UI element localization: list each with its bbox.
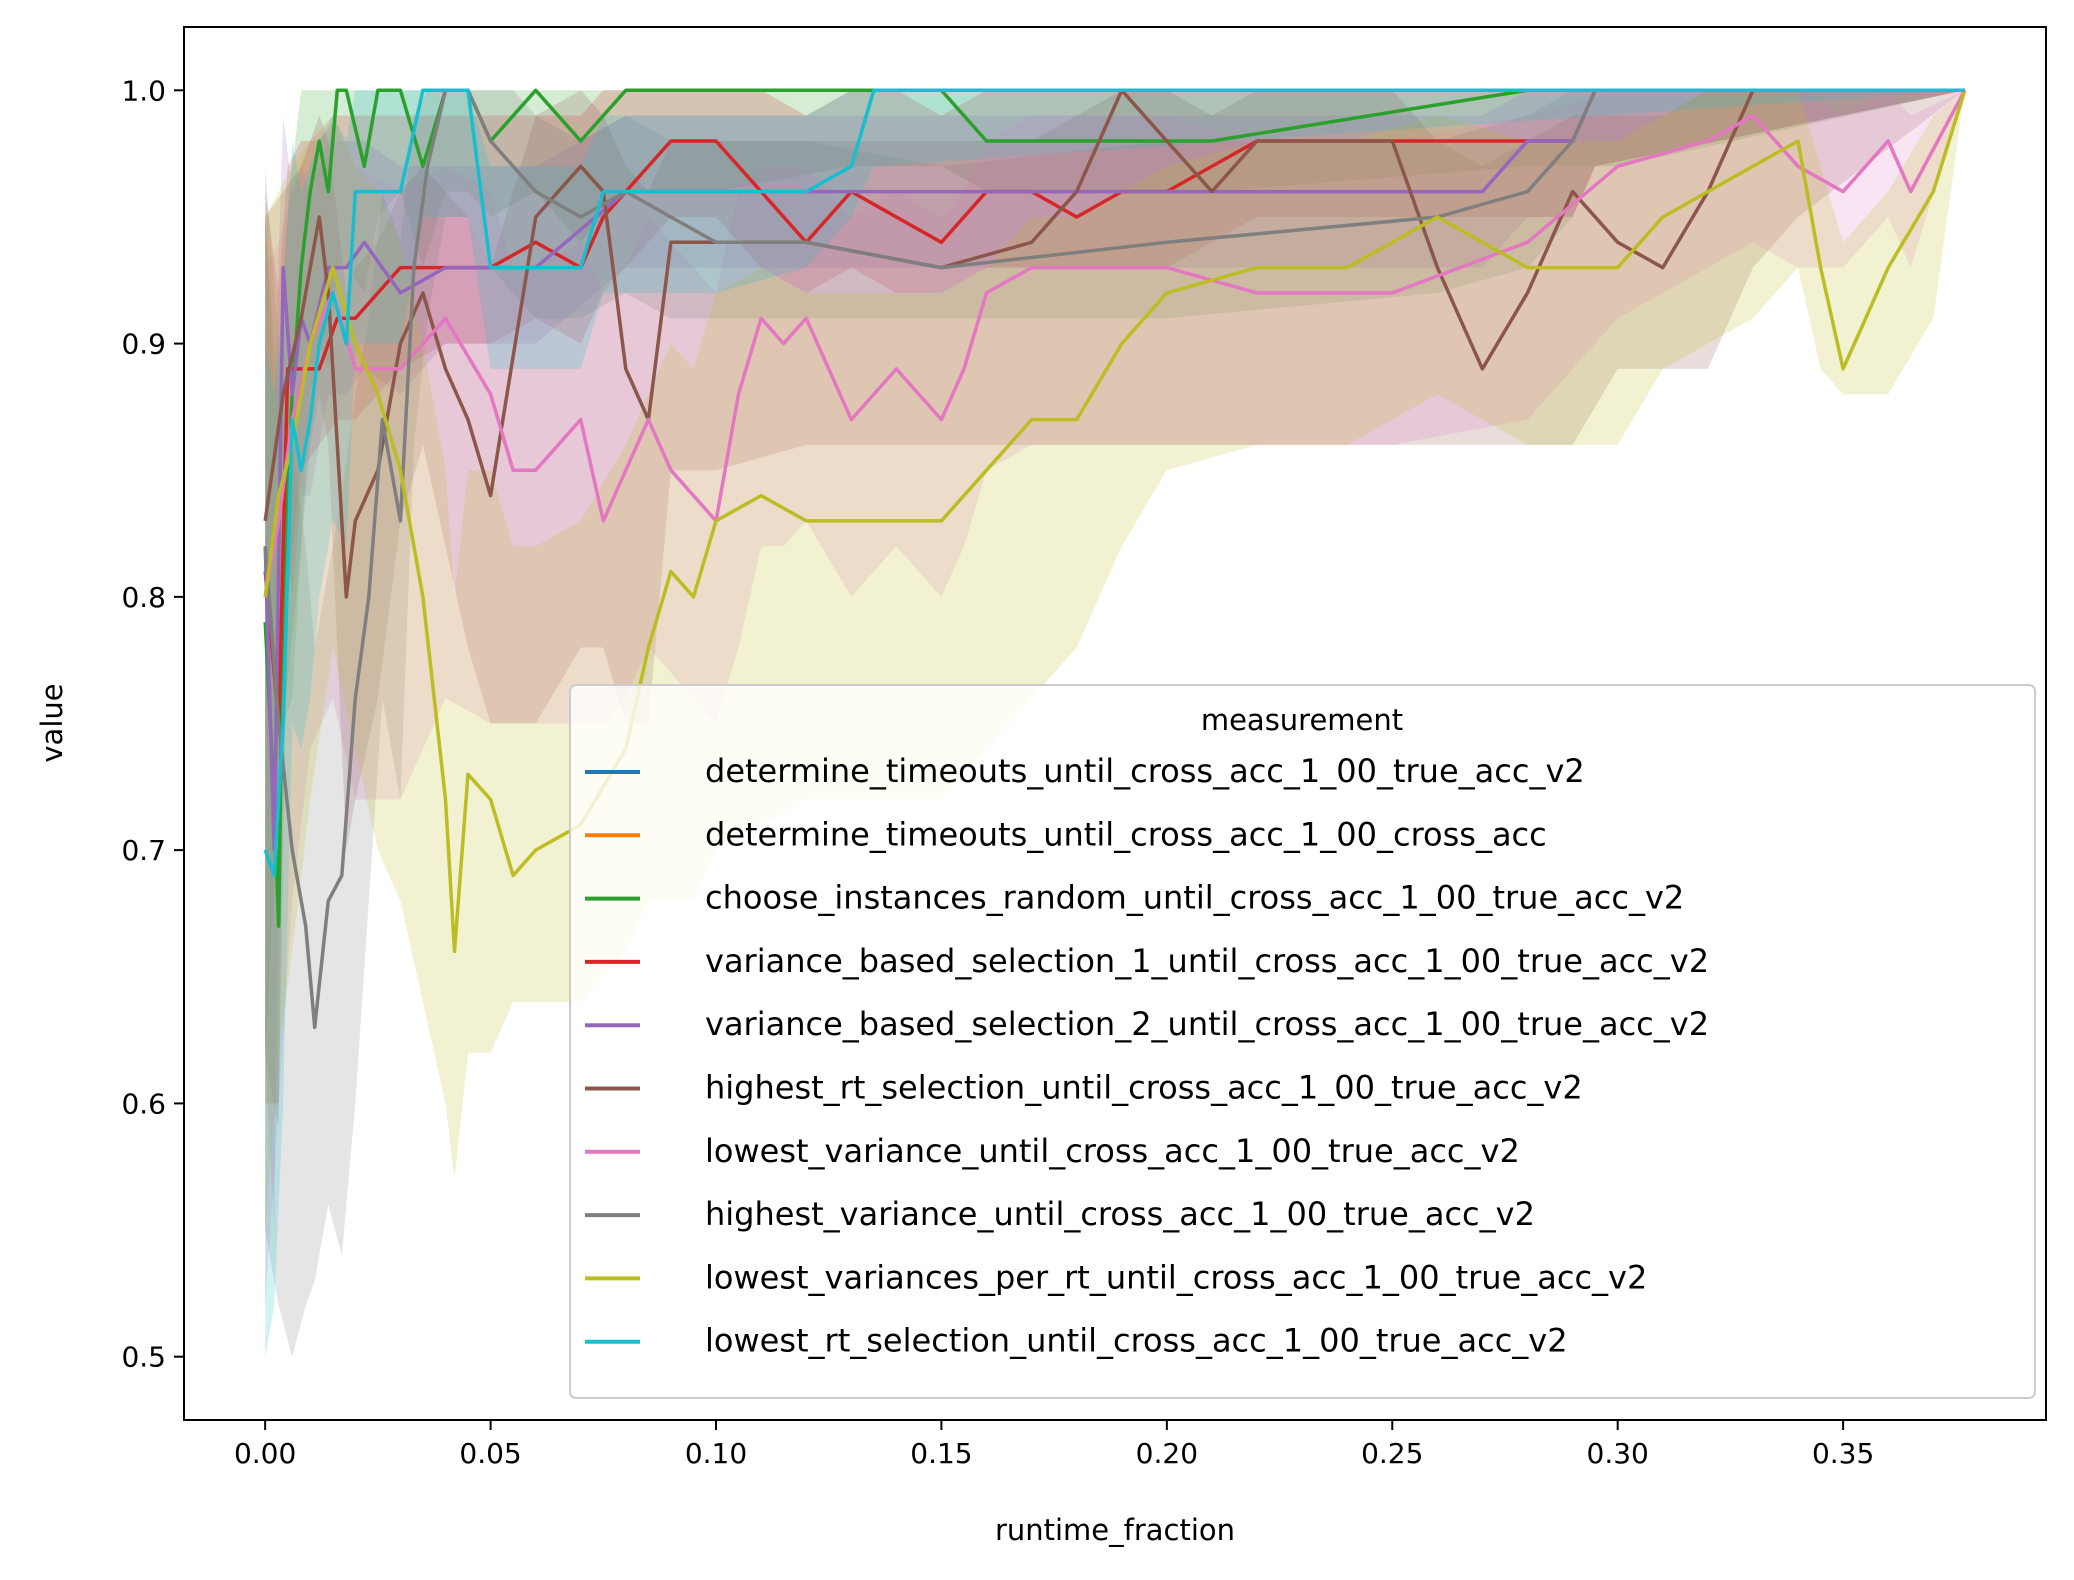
legend-box (569, 684, 2036, 1399)
line-highest-variance-until-cross-acc-1-00-true-acc-v2 (263, 88, 1965, 1030)
x-tick-label: 0.05 (459, 1437, 521, 1470)
y-axis-label: value (35, 683, 69, 762)
series-lines (263, 88, 1967, 1030)
y-tick-label: 0.7 (121, 834, 166, 867)
band-lowest-variance-until-cross-acc-1-00-true-acc-v2 (265, 90, 1965, 1306)
x-tick-label: 0.15 (910, 1437, 972, 1470)
band-lowest-rt-selection-until-cross-acc-1-00-true-acc-v2 (265, 90, 1965, 1357)
legend-label: determine_timeouts_until_cross_acc_1_00_… (705, 815, 1547, 853)
y-tick-label: 0.9 (121, 328, 166, 361)
legend-label: choose_instances_random_until_cross_acc_… (705, 879, 1684, 917)
x-tick-label: 0.25 (1361, 1437, 1423, 1470)
band-variance-based-selection-2-until-cross-acc-1-00-true-acc-v2 (265, 90, 1965, 1230)
y-tick-label: 1.0 (121, 74, 166, 107)
legend-label: lowest_rt_selection_until_cross_acc_1_00… (705, 1322, 1568, 1360)
band-choose-instances-random-until-cross-acc-1-00-true-acc-v2 (265, 90, 1965, 1129)
band-highest-rt-selection-until-cross-acc-1-00-true-acc-v2 (265, 90, 1965, 1053)
y-tick-label: 0.6 (121, 1087, 166, 1120)
band-highest-variance-until-cross-acc-1-00-true-acc-v2 (265, 90, 1965, 1357)
line-lowest-variance-until-cross-acc-1-00-true-acc-v2 (263, 89, 1967, 598)
line-lowest-variances-per-rt-until-cross-acc-1-00-true-acc-v2 (263, 89, 1967, 954)
band-lowest-variances-per-rt-until-cross-acc-1-00-true-acc-v2 (265, 90, 1965, 1230)
legend-items: determine_timeouts_until_cross_acc_1_00_… (585, 752, 1709, 1360)
x-tick-label: 0.20 (1136, 1437, 1198, 1470)
line-highest-rt-selection-until-cross-acc-1-00-true-acc-v2 (263, 88, 1965, 599)
legend-label: variance_based_selection_1_until_cross_a… (705, 942, 1709, 980)
legend-label: lowest_variance_until_cross_acc_1_00_tru… (705, 1132, 1520, 1170)
y-axis-ticks: 0.5 0.6 0.7 0.8 0.9 1.0 (121, 74, 184, 1374)
legend-label: variance_based_selection_2_until_cross_a… (705, 1005, 1709, 1043)
y-tick-label: 0.8 (121, 581, 166, 614)
legend-label: lowest_variances_per_rt_until_cross_acc_… (705, 1258, 1647, 1296)
x-axis-label: runtime_fraction (995, 1513, 1235, 1547)
band-variance-based-selection-1-until-cross-acc-1-00-true-acc-v2 (265, 90, 1965, 1104)
legend: measurement determine_timeouts_until_cro… (569, 684, 2036, 1399)
legend-label: highest_rt_selection_until_cross_acc_1_0… (705, 1069, 1583, 1107)
x-tick-label: 0.10 (685, 1437, 747, 1470)
x-tick-label: 0.00 (234, 1437, 296, 1470)
x-tick-label: 0.35 (1812, 1437, 1874, 1470)
legend-label: determine_timeouts_until_cross_acc_1_00_… (705, 752, 1585, 790)
x-axis-ticks: 0.00 0.05 0.10 0.15 0.20 0.25 0.30 0.35 (234, 1420, 1874, 1470)
plot-area-frame (183, 26, 2047, 1421)
legend-title: measurement (1201, 703, 1403, 737)
line-lowest-rt-selection-until-cross-acc-1-00-true-acc-v2 (263, 88, 1965, 878)
legend-label: highest_variance_until_cross_acc_1_00_tr… (705, 1195, 1535, 1233)
x-tick-label: 0.30 (1587, 1437, 1649, 1470)
confidence-bands (265, 90, 1965, 1357)
y-tick-label: 0.5 (121, 1341, 166, 1374)
